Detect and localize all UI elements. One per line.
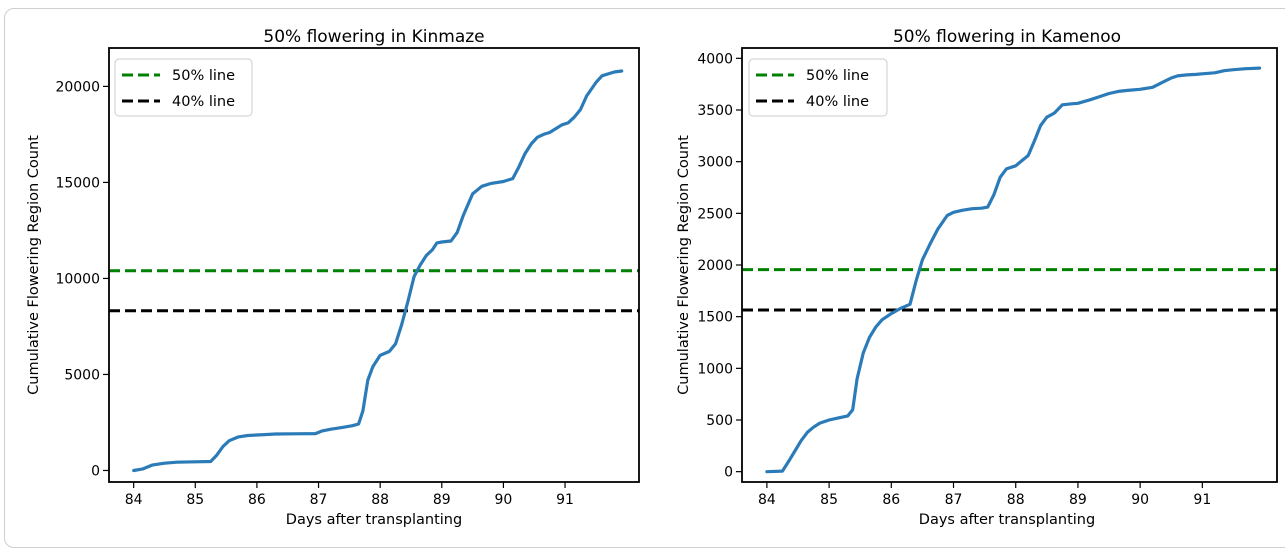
x-tick-label: 88 bbox=[1007, 492, 1025, 508]
y-tick-label: 500 bbox=[706, 413, 733, 429]
y-tick-label: 0 bbox=[724, 465, 733, 481]
legend-label-50: 50% line bbox=[806, 68, 869, 84]
legend-box bbox=[748, 58, 888, 117]
y-tick-label: 3500 bbox=[697, 103, 733, 119]
x-tick-label: 84 bbox=[758, 492, 776, 508]
y-tick-label: 4000 bbox=[697, 51, 733, 67]
y-tick-label: 2000 bbox=[697, 258, 733, 274]
x-tick-label: 86 bbox=[248, 492, 266, 508]
y-tick-label: 0 bbox=[91, 463, 100, 479]
x-tick-label: 87 bbox=[945, 492, 963, 508]
legend-label-40: 40% line bbox=[172, 94, 235, 110]
reference-lines bbox=[742, 268, 1277, 312]
legend: 50% line 40% line bbox=[748, 58, 888, 117]
x-tick-label: 90 bbox=[495, 492, 513, 508]
y-tick-label: 15000 bbox=[55, 175, 100, 191]
y-axis-label: Cumulative Flowering Region Count bbox=[26, 135, 42, 395]
y-tick-label: 20000 bbox=[55, 79, 100, 95]
series-group bbox=[765, 66, 1262, 474]
x-axis-label: Days after transplanting bbox=[919, 512, 1095, 528]
legend-box bbox=[114, 58, 253, 117]
x-tick-label: 88 bbox=[371, 492, 389, 508]
plot-area-border bbox=[108, 47, 640, 483]
x-tick-label: 89 bbox=[1069, 492, 1087, 508]
series-line bbox=[132, 69, 624, 473]
chart-title: 50% flowering in Kamenoo bbox=[893, 27, 1121, 47]
y-tick-label: 10000 bbox=[55, 271, 100, 287]
x-tick-label: 91 bbox=[1193, 492, 1211, 508]
legend-label-40: 40% line bbox=[806, 94, 869, 110]
y-tick-label: 3000 bbox=[697, 155, 733, 171]
y-axis-label: Cumulative Flowering Region Count bbox=[676, 135, 692, 395]
axis-ticks: 84 85 86 87 88 89 90 91 0 500 1000 1500 2000 2500 3000… bbox=[697, 51, 1211, 508]
y-tick-label: 2500 bbox=[697, 206, 733, 222]
x-tick-label: 91 bbox=[556, 492, 574, 508]
x-tick-label: 90 bbox=[1131, 492, 1149, 508]
y-tick-label: 1500 bbox=[697, 310, 733, 326]
series-group bbox=[132, 69, 624, 473]
chart-kinmaze: 50% flowering in Kinmaze Cumulative Flow… bbox=[26, 27, 640, 528]
y-tick-label: 5000 bbox=[64, 367, 100, 383]
x-tick-label: 85 bbox=[186, 492, 204, 508]
y-tick-label: 1000 bbox=[697, 361, 733, 377]
legend: 50% line 40% line bbox=[114, 58, 253, 117]
legend-label-50: 50% line bbox=[172, 68, 235, 84]
axis-ticks: 84 85 86 87 88 89 90 91 0 5000 10000 15000 20000 bbox=[55, 79, 574, 508]
x-tick-label: 85 bbox=[820, 492, 838, 508]
chart-kamenoo: 50% flowering in Kamenoo Cumulative Flow… bbox=[676, 27, 1278, 528]
series-line bbox=[765, 66, 1262, 474]
x-tick-label: 86 bbox=[882, 492, 900, 508]
x-tick-label: 87 bbox=[310, 492, 328, 508]
chart-title: 50% flowering in Kinmaze bbox=[263, 27, 484, 47]
x-tick-label: 89 bbox=[433, 492, 451, 508]
x-axis-label: Days after transplanting bbox=[286, 512, 462, 528]
reference-lines bbox=[109, 269, 639, 313]
plot-area-border bbox=[741, 47, 1278, 483]
figure-canvas: 50% flowering in Kinmaze Cumulative Flow… bbox=[26, 27, 1278, 528]
x-tick-label: 84 bbox=[125, 492, 143, 508]
